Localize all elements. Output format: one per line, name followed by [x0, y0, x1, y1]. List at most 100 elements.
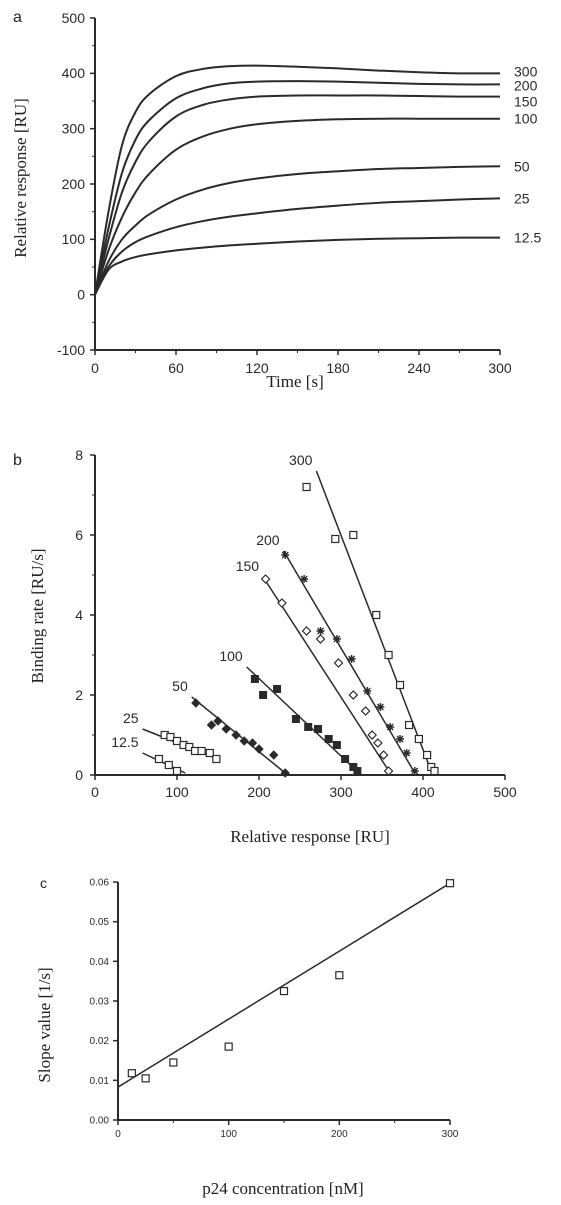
- panel-a-x-tick-label: 240: [407, 360, 431, 376]
- series-line-50: [94, 165, 501, 296]
- data-point-50: [213, 716, 223, 726]
- panel-b-xlabel: Relative response [RU]: [230, 827, 390, 846]
- data-point-150: [277, 598, 287, 608]
- panel-b-x-tick-label: 500: [493, 784, 517, 800]
- data-point-12.5: [172, 766, 182, 776]
- data-point-12.5: [154, 754, 164, 764]
- data-point-100: [324, 735, 333, 743]
- series-label-150: 150: [514, 94, 538, 110]
- fit-line: [117, 882, 451, 1088]
- data-point-25: [190, 746, 200, 756]
- data-point-150: [383, 766, 394, 776]
- data-point-150: [378, 750, 389, 760]
- panel-b-ylabel: Binding rate [RU/s]: [28, 548, 47, 683]
- data-point: [279, 986, 289, 996]
- panel-b-y-tick-label: 8: [75, 447, 83, 463]
- data-point: [127, 1069, 136, 1078]
- fit-line-100: [246, 666, 360, 774]
- panel-a-ylabel: Relative response [RU]: [11, 98, 30, 258]
- series-line-12.5: [94, 236, 501, 296]
- series-label-25: 25: [123, 710, 139, 726]
- data-point-300: [372, 610, 381, 620]
- data-point-300: [395, 680, 405, 690]
- panel-c-series: [117, 879, 455, 1088]
- data-point-300: [423, 750, 432, 760]
- series-label-300: 300: [289, 452, 313, 468]
- panel-c-y-tick-label: 0.05: [90, 917, 110, 928]
- data-point-200: [281, 551, 290, 559]
- data-point: [169, 1058, 178, 1067]
- panel-c-letter: c: [40, 875, 47, 891]
- panel-a-letter: a: [13, 9, 22, 26]
- data-point: [224, 1042, 233, 1051]
- data-point-100: [273, 685, 282, 693]
- data-point-200: [376, 703, 385, 711]
- data-point-200: [410, 767, 419, 775]
- panel-c-axes: 0 100 200 300 0.00 0.01 0.02 0.03 0.04 0.05 0.06: [90, 878, 459, 1141]
- series-label-12.5: 12.5: [514, 230, 541, 246]
- series-label-50: 50: [514, 158, 530, 174]
- data-point-25: [205, 748, 214, 758]
- data-point-100: [291, 715, 300, 723]
- data-point-300: [331, 534, 340, 544]
- data-point-50: [247, 738, 258, 748]
- data-point-150: [373, 738, 383, 748]
- data-point-25: [212, 754, 221, 764]
- panel-c-y-tick-label: 0.00: [90, 1116, 110, 1127]
- data-point-150: [301, 626, 312, 636]
- panel-a-y-tick-label: 400: [62, 65, 86, 81]
- data-point-50: [206, 720, 217, 730]
- data-point-300: [349, 530, 358, 540]
- panel-b-y-tick-label: 2: [75, 687, 83, 703]
- data-point-100: [353, 767, 362, 775]
- series-label-200: 200: [256, 532, 280, 548]
- data-point-150: [260, 574, 271, 584]
- data-point-200: [402, 749, 411, 757]
- data-point: [335, 971, 344, 980]
- panel-a-y-tick-label: -100: [57, 342, 85, 358]
- data-point-50: [231, 730, 241, 740]
- panel-c-y-tick-label: 0.03: [90, 997, 110, 1008]
- data-point-50: [254, 744, 264, 754]
- panel-a-axes: 0 60 120 180 240 300 -100 0 100 200 300 400 500: [57, 10, 512, 376]
- panel-b-x-tick-label: 400: [411, 784, 435, 800]
- panel-c-x-tick-label: 100: [220, 1129, 237, 1140]
- data-point-150: [348, 690, 359, 700]
- panel-c-xlabel: p24 concentration [nM]: [202, 1179, 363, 1198]
- panel-c: c Slope value [1/s] p24 concentration [n…: [35, 875, 459, 1198]
- data-point-150: [360, 706, 371, 716]
- data-point-12.5: [164, 760, 173, 770]
- panel-a-x-tick-label: 300: [488, 360, 512, 376]
- panel-c-x-tick-label: 0: [115, 1129, 121, 1140]
- panel-a-y-tick-label: 100: [62, 231, 86, 247]
- panel-a-x-tick-label: 60: [168, 360, 184, 376]
- data-point-100: [259, 691, 268, 699]
- data-point-25: [172, 736, 182, 746]
- panel-a-y-tick-label: 300: [62, 121, 86, 137]
- panel-a-x-tick-label: 180: [326, 360, 350, 376]
- panel-a-xlabel: Time [s]: [266, 372, 323, 391]
- fit-line-150: [262, 576, 391, 774]
- panel-c-y-tick-label: 0.01: [90, 1076, 110, 1087]
- data-point-50: [221, 724, 231, 734]
- data-point-50: [269, 750, 279, 760]
- data-point-100: [250, 675, 259, 683]
- series-line-200: [94, 80, 501, 295]
- panel-a-y-tick-label: 200: [62, 176, 86, 192]
- panel-b-y-tick-label: 4: [75, 607, 83, 623]
- data-point-200: [300, 575, 309, 583]
- series-line-300: [94, 64, 501, 295]
- data-point-300: [414, 734, 423, 744]
- data-point-150: [367, 730, 378, 740]
- panel-a-x-tick-label: 120: [245, 360, 269, 376]
- panel-b-letter: b: [13, 452, 22, 469]
- series-label-150: 150: [236, 558, 260, 574]
- data-point-100: [332, 741, 341, 749]
- data-point: [445, 879, 455, 888]
- series-line-150: [94, 94, 501, 295]
- data-point-100: [304, 723, 313, 731]
- panel-c-x-tick-label: 200: [331, 1129, 348, 1140]
- series-line-25: [94, 197, 501, 296]
